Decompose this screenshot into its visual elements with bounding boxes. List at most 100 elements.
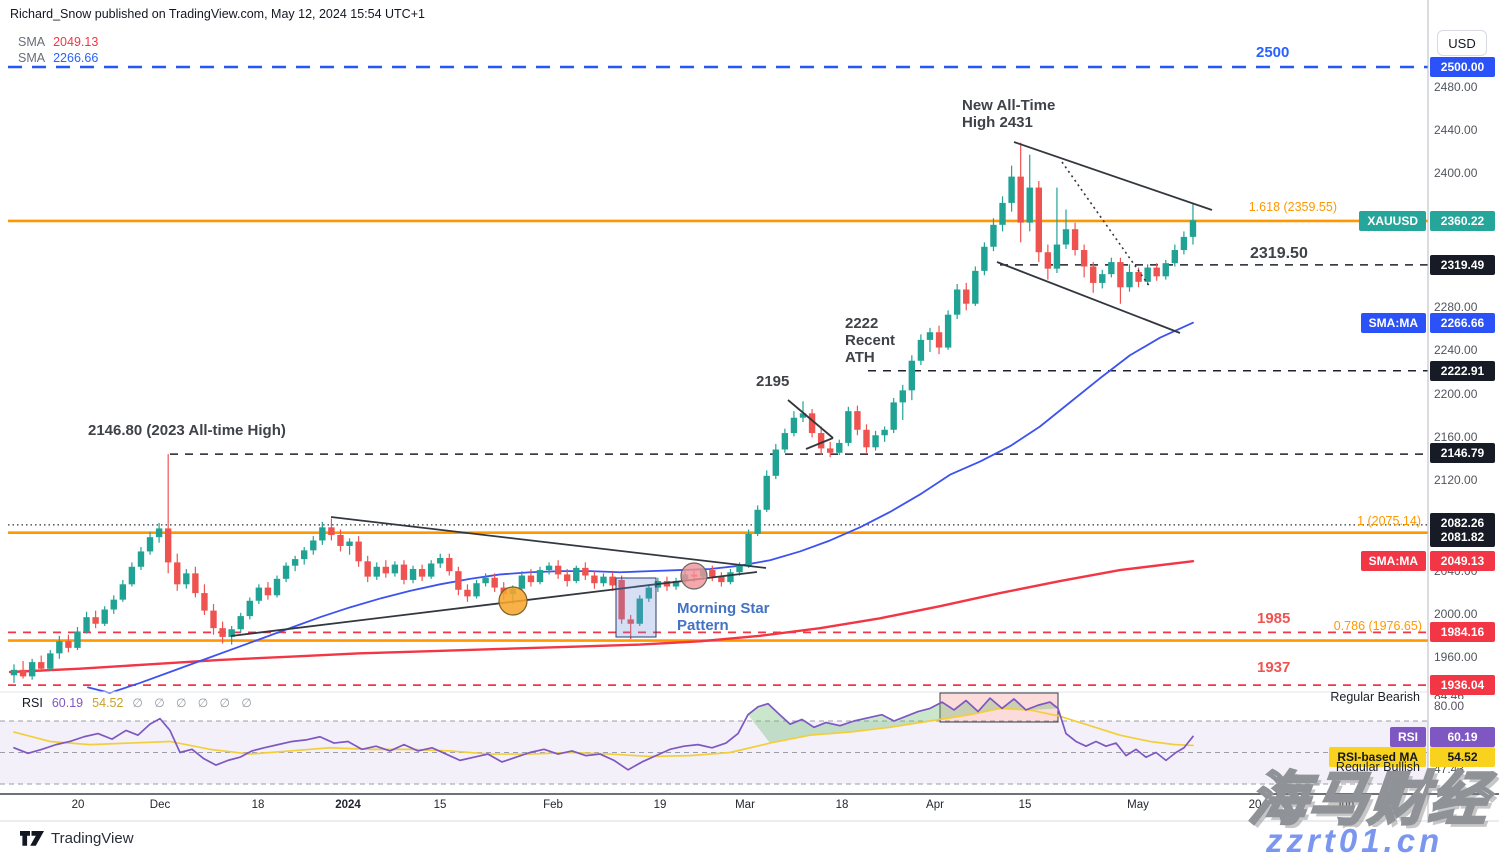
price-axis-tag: 2081.82 [1430,527,1495,547]
price-axis-tick: 2280.00 [1434,300,1478,314]
candle-body [382,566,390,574]
candle-body [391,564,399,574]
trendline-drawing[interactable] [1061,161,1151,288]
candle-body [554,565,562,575]
price-axis-tick: 2480.00 [1434,80,1478,94]
time-axis-tick: Jun [1335,799,1355,811]
chart-series-tag: XAUUSD [1359,211,1426,231]
candle-body [545,565,553,571]
fib-label-1618[interactable]: 1.618 (2359.55) [1248,200,1337,214]
trendline-drawing[interactable] [805,437,834,450]
circle-marker-drawing[interactable] [680,562,708,590]
candle-body [346,541,353,546]
candle-body [817,433,825,449]
candle-body [28,662,36,677]
candle-body [518,575,526,589]
annotation-2023-all-time-high[interactable]: 2146.80 (2023 All-time High) [88,422,286,439]
price-axis-tick: 2400.00 [1434,166,1478,180]
currency-toggle-button[interactable]: USD [1437,30,1487,56]
annotation-1985-level[interactable]: 1985 [1257,610,1291,627]
candle-body [709,570,716,577]
time-axis-tick: Apr [926,799,944,811]
trendline-drawing[interactable] [1013,141,1213,211]
candle-body [1162,263,1169,277]
candle-body [727,572,734,583]
candle-body [337,534,344,546]
annotation-morning-star-pattern[interactable]: Morning Star Pattern [677,600,770,634]
circle-marker-drawing[interactable] [498,586,528,616]
annotation-2319-50-level[interactable]: 2319.50 [1250,245,1308,262]
candle-body [1180,236,1188,251]
annotation-2500-level[interactable]: 2500 [1256,44,1290,61]
candle-body [174,562,181,585]
rsi-empty-params: ∅ ∅ ∅ ∅ ∅ ∅ [132,696,256,710]
candle-body [718,576,725,583]
time-axis-tick: 2024 [335,799,361,811]
sma-slow-line [87,321,1194,694]
indicator-legend-sma-fast[interactable]: SMA 2049.13 [18,35,98,49]
candle-body [1026,187,1033,223]
candle-body [944,314,952,348]
candle-body [328,527,335,535]
candle-body [119,584,127,600]
candle-body [536,570,544,583]
annotation-2222-recent-ath[interactable]: 2222 Recent ATH [845,315,896,366]
candle-body [246,600,253,617]
annotation-new-all-time-high[interactable]: New All-Time High 2431 [962,97,1056,131]
candle-body [636,598,643,624]
candle-body [264,587,272,596]
price-axis-tick: 2000.00 [1434,607,1478,621]
candle-body [908,360,916,391]
candle-body [953,289,961,315]
candle-body [772,449,779,476]
sma-fast-line [8,559,1195,674]
candle-body [473,583,480,597]
candle-body [38,662,45,669]
price-axis-tick: 1960.00 [1434,650,1478,664]
trendline-drawing[interactable] [330,516,767,569]
sma-label: SMA [18,35,46,49]
time-axis-tick: Mar [735,799,755,811]
candle-body [1108,262,1115,275]
rsi-indicator-legend[interactable]: RSI 60.19 54.52 ∅ ∅ ∅ ∅ ∅ ∅ [22,696,265,710]
price-axis-tag: 54.52 [1430,747,1495,767]
candle-body [1135,271,1142,282]
price-axis-tick: 2160.00 [1434,430,1478,444]
candle-body [808,413,816,434]
candle-body [273,578,281,596]
candle-body [754,509,761,534]
highlight-box-drawing[interactable] [615,577,657,638]
candle-body [282,565,290,579]
candle-body [1189,220,1197,237]
candle-body [981,246,988,271]
candle-body [609,576,616,586]
candle-body [409,568,417,580]
candle-body [1090,266,1097,283]
candle-body [1099,274,1106,283]
candle-body [1053,244,1061,269]
annotation-2195-level[interactable]: 2195 [756,373,790,390]
price-axis-tag: 2146.79 [1430,443,1495,463]
tradingview-logo[interactable]: TradingView [20,830,134,847]
candle-body [10,669,18,676]
fib-label-0786[interactable]: 0.786 (1976.65) [1333,619,1422,633]
candle-body [400,564,408,580]
candle-body [1017,176,1024,223]
candle-body [763,475,770,510]
candle-body [319,527,326,541]
trendline-drawing[interactable] [230,571,758,637]
candle-body [83,617,90,632]
indicator-legend-sma-slow[interactable]: SMA 2266.66 [18,51,98,65]
chart-series-tag: SMA:MA [1360,313,1426,333]
trendline-drawing[interactable] [996,261,1181,334]
price-axis-tag: 1984.16 [1430,622,1495,642]
candle-body [881,429,888,436]
annotation-1937-level[interactable]: 1937 [1257,659,1291,676]
candle-body [446,558,453,572]
candle-body [672,581,680,587]
trendline-drawing[interactable] [787,399,834,439]
candle-body [255,587,263,601]
fib-label-1[interactable]: 1 (2075.14) [1357,514,1421,528]
candle-body [890,402,897,430]
